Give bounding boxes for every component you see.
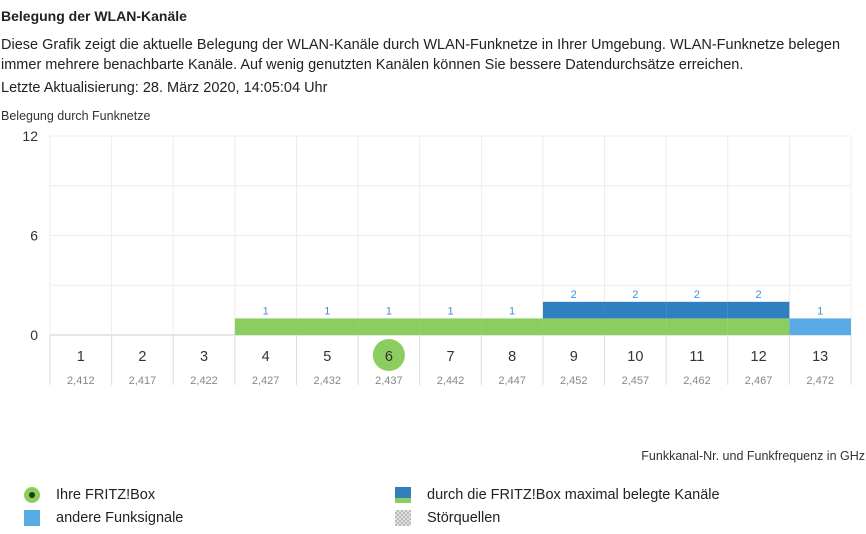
x-tick-label-frequency: 2,462 [683, 375, 711, 387]
x-tick-label-channel: 9 [570, 349, 578, 365]
x-tick-label-frequency: 2,427 [252, 375, 280, 387]
x-tick-label-channel: 2 [138, 349, 146, 365]
bar-value-label: 1 [447, 305, 453, 317]
bar-other-signals-channel-12 [727, 301, 790, 319]
other-signals-square-icon [24, 510, 40, 526]
legend-other: andere Funksignale [24, 510, 183, 526]
max-used-square-icon [395, 487, 411, 503]
bar-own-box-channel-6 [358, 318, 420, 335]
legend-max-used-label: durch die FRITZ!Box maximal belegte Kanä… [427, 487, 720, 503]
bar-value-label: 1 [817, 305, 823, 317]
x-axis-label: Funkkanal-Nr. und Funkfrequenz in GHz [641, 449, 865, 463]
page-description: Diese Grafik zeigt die aktuelle Belegung… [1, 37, 841, 73]
legend-interference: Störquellen [395, 510, 500, 526]
bar-value-label: 2 [571, 289, 577, 301]
x-tick-label-channel: 11 [689, 349, 704, 365]
x-tick-label-frequency: 2,467 [745, 375, 773, 387]
x-tick-label-channel: 5 [323, 349, 331, 365]
legend-other-label: andere Funksignale [56, 510, 184, 526]
x-tick-label-frequency: 2,412 [67, 375, 95, 387]
x-tick-label-frequency: 2,452 [560, 375, 588, 387]
x-tick-label-frequency: 2,432 [314, 375, 342, 387]
bar-value-label: 2 [756, 289, 762, 301]
bar-other-signals-channel-9 [542, 301, 605, 319]
x-tick-label-channel: 8 [508, 349, 516, 365]
bar-other-signals-channel-10 [604, 301, 667, 319]
bar-own-box-channel-7 [419, 318, 482, 335]
bar-other-signals-channel-13 [789, 318, 851, 335]
legend-own-box: Ihre FRITZ!Box [24, 487, 155, 503]
x-tick-label-channel: 12 [751, 349, 767, 365]
bar-other-signals-channel-11 [666, 301, 728, 319]
bar-own-box-channel-11 [666, 318, 728, 335]
bar-value-label: 1 [324, 305, 330, 317]
x-tick-label-frequency: 2,457 [622, 375, 650, 387]
bar-value-label: 2 [694, 289, 700, 301]
page-title: Belegung der WLAN-Kanäle [1, 8, 187, 24]
y-axis-label: Belegung durch Funknetze [1, 109, 150, 123]
x-tick-label-channel: 10 [627, 349, 643, 365]
bar-own-box-channel-12 [727, 318, 790, 335]
x-tick-label-frequency: 2,447 [498, 375, 526, 387]
own-box-dot-icon [24, 487, 40, 503]
interference-pattern-icon [395, 510, 411, 526]
bar-value-label: 1 [386, 305, 392, 317]
x-tick-label-frequency: 2,417 [129, 375, 157, 387]
own-channel-marker-icon [372, 339, 405, 371]
x-tick-label-frequency: 2,437 [375, 375, 403, 387]
bar-own-box-channel-10 [604, 318, 667, 335]
bar-own-box-channel-9 [542, 318, 605, 335]
x-tick-label-channel: 13 [812, 349, 828, 365]
y-tick-label: 12 [22, 128, 38, 144]
bar-own-box-channel-8 [481, 318, 543, 335]
legend-interference-label: Störquellen [427, 510, 501, 526]
bar-own-box-channel-4 [234, 318, 297, 335]
x-tick-label-channel: 4 [262, 349, 270, 365]
x-tick-label-channel: 3 [200, 349, 208, 365]
x-tick-label-frequency: 2,442 [437, 375, 465, 387]
bar-value-label: 1 [263, 305, 269, 317]
x-tick-label-frequency: 2,472 [806, 375, 834, 387]
bar-value-label: 2 [632, 289, 638, 301]
bar-own-box-channel-5 [296, 318, 359, 335]
last-updated: Letzte Aktualisierung: 28. März 2020, 14… [1, 80, 328, 96]
legend-max-used: durch die FRITZ!Box maximal belegte Kanä… [395, 487, 720, 503]
x-tick-label-channel: 6 [385, 349, 393, 365]
bar-value-label: 1 [509, 305, 515, 317]
x-tick-label-channel: 1 [77, 349, 85, 365]
x-tick-label-channel: 7 [446, 349, 454, 365]
legend-own-box-label: Ihre FRITZ!Box [56, 487, 156, 503]
x-tick-label-frequency: 2,422 [190, 375, 218, 387]
y-tick-label: 0 [30, 327, 38, 343]
y-tick-label: 6 [30, 228, 38, 244]
